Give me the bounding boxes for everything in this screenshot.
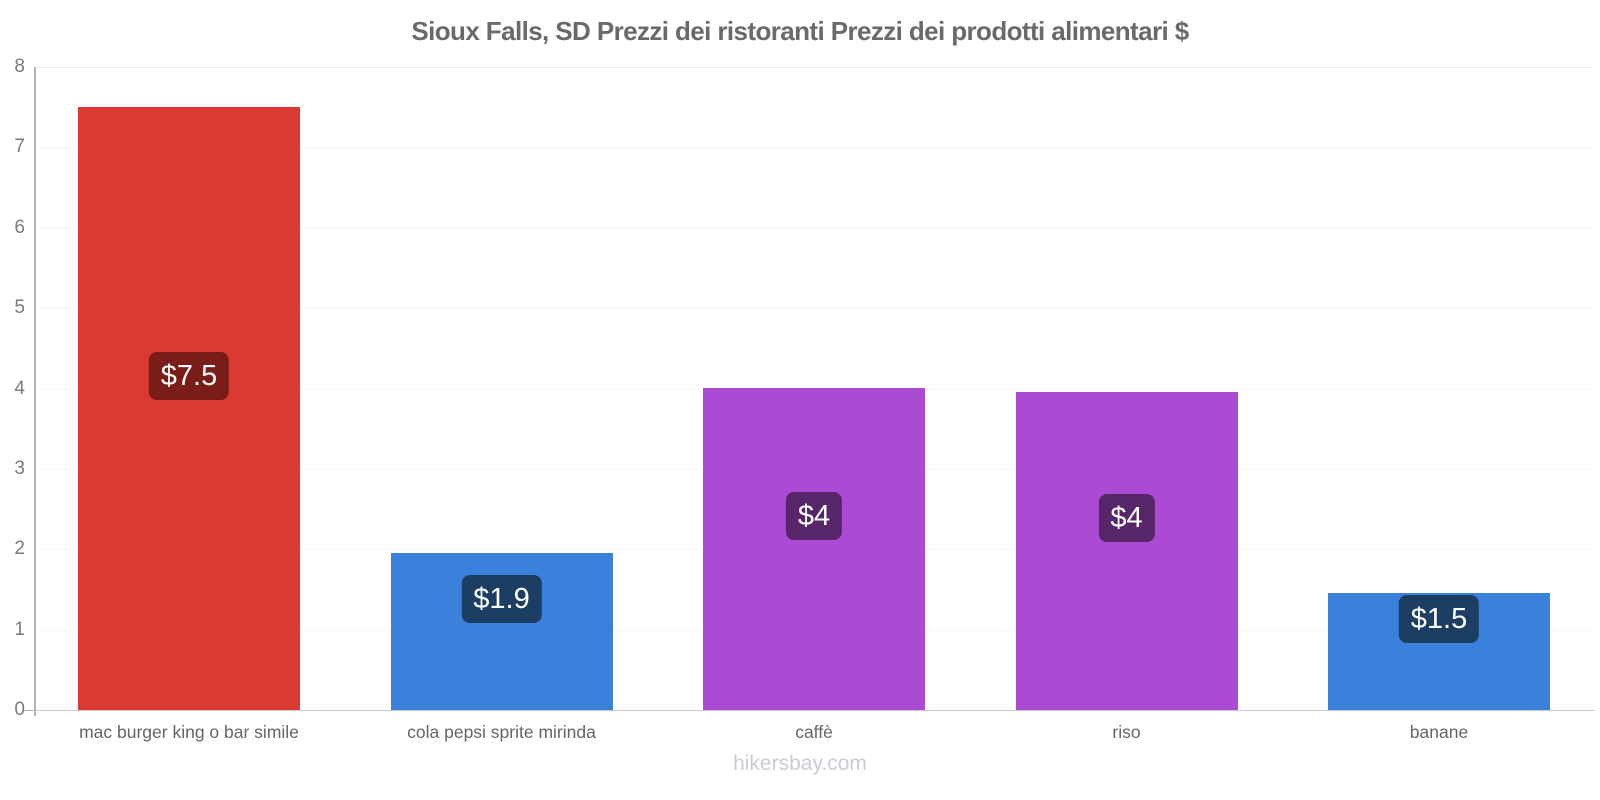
- y-tick-label-3: 3: [14, 457, 25, 479]
- chart-title: Sioux Falls, SD Prezzi dei ristoranti Pr…: [411, 16, 1189, 46]
- value-label-caffè: $4: [785, 492, 843, 540]
- y-tick-label-8: 8: [14, 56, 25, 77]
- y-axis-line: [34, 67, 36, 716]
- y-axis-zero-tick: [24, 710, 35, 711]
- y-tick-label-1: 1: [14, 618, 25, 640]
- gridline-7: [35, 147, 1593, 149]
- y-tick-label-6: 6: [14, 216, 25, 238]
- y-tick-label-2: 2: [14, 538, 25, 560]
- bar-mac-burger-king-o-bar-simile: $7.5: [78, 107, 300, 710]
- x-category-label-caffè: caffè: [795, 722, 833, 742]
- bar-cola-pepsi-sprite-mirinda: $1.9: [390, 553, 613, 710]
- plot-area: 0 1 2 3 4 5 6 7 8 $7.5 $1.9 $4 $4 $1.5 mac burger ki…: [14, 56, 1594, 742]
- bar-caffè: $4: [703, 388, 925, 710]
- bar-riso: $4: [1015, 392, 1238, 710]
- x-category-label-banane: banane: [1409, 722, 1469, 742]
- gridline-5: [35, 308, 1593, 310]
- gridline-6: [35, 227, 1593, 229]
- x-category-label-mac-burger-king-o-bar-simile: mac burger king o bar simile: [79, 722, 299, 742]
- value-label-mac-burger-king-o-bar-simile: $7.5: [148, 351, 230, 400]
- x-axis-line: [34, 710, 1594, 711]
- footer-watermark: hikersbay.com: [733, 752, 867, 775]
- value-label-cola-pepsi-sprite-mirinda: $1.9: [461, 574, 542, 623]
- bar-banane: $1.5: [1328, 593, 1550, 710]
- y-tick-label-4: 4: [14, 377, 25, 399]
- y-tick-label-0: 0: [14, 699, 25, 720]
- x-category-label-riso: riso: [1112, 722, 1141, 742]
- y-tick-label-5: 5: [14, 297, 25, 319]
- value-label-banane: $1.5: [1398, 594, 1480, 643]
- gridline-8: [35, 67, 1593, 68]
- value-label-riso: $4: [1098, 494, 1155, 542]
- y-tick-label-7: 7: [14, 136, 25, 158]
- x-category-label-cola-pepsi-sprite-mirinda: cola pepsi sprite mirinda: [407, 722, 596, 742]
